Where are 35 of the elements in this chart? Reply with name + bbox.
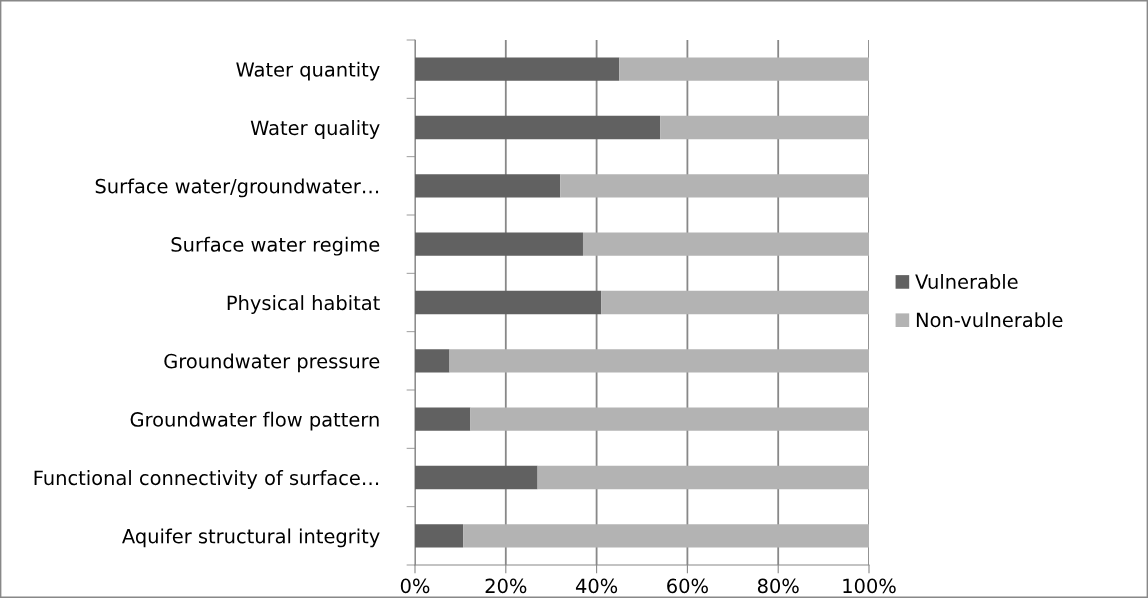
bar — [415, 174, 561, 198]
y-tick-label: Water quantity — [236, 61, 380, 81]
legend-label: Non-vulnerable — [916, 312, 1063, 328]
bar — [415, 349, 450, 373]
bar — [660, 115, 869, 140]
bar — [537, 465, 869, 490]
x-tick-label: 0% — [400, 578, 430, 594]
bar — [415, 290, 602, 315]
bar — [470, 407, 869, 431]
x-tick-label: 80% — [757, 578, 799, 594]
bar — [415, 465, 538, 490]
y-tick-label: Aquifer structural integrity — [122, 528, 380, 548]
x-tick-label: 100% — [843, 578, 896, 594]
y-tick-label: Water quality — [250, 120, 380, 139]
bar — [415, 524, 464, 548]
legend-label: Vulnerable — [915, 273, 1018, 290]
y-tick-label: Physical habitat — [227, 295, 380, 314]
bar — [449, 349, 869, 373]
bar — [601, 290, 869, 315]
y-tick-label: Groundwater pressure — [164, 353, 380, 373]
bar — [463, 524, 869, 548]
bar — [619, 57, 869, 81]
bar — [415, 232, 583, 256]
y-tick-label: Surface water regime — [171, 236, 380, 256]
bar — [560, 174, 869, 198]
bar — [415, 57, 620, 81]
bar — [582, 232, 869, 256]
x-tick-label: 60% — [667, 578, 708, 594]
bar — [415, 115, 661, 140]
x-tick-label: 20% — [485, 578, 527, 594]
bar — [415, 407, 471, 431]
y-tick-label: Groundwater flow pattern — [130, 411, 379, 431]
y-tick-label: Functional connectivity of surface… — [34, 470, 379, 489]
y-tick-label: Surface water/groundwater… — [95, 178, 379, 198]
x-tick-label: 40% — [575, 578, 618, 594]
